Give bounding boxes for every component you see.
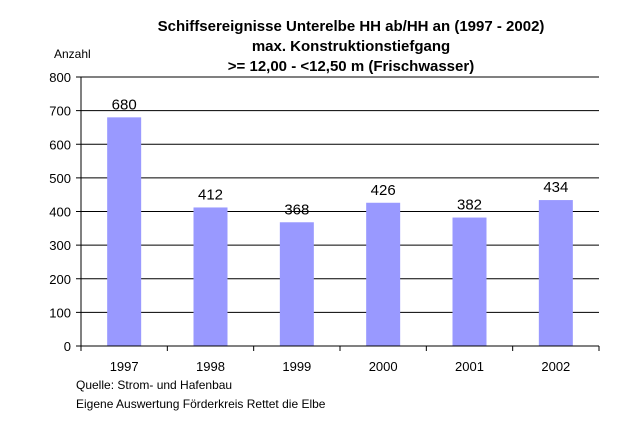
x-tick-label-2000: 2000 — [369, 359, 398, 374]
data-label-1998: 412 — [198, 186, 223, 203]
source-line-2: Eigene Auswertung Förderkreis Rettet die… — [76, 397, 326, 411]
source-note: Quelle: Strom- und Hafenbau Eigene Auswe… — [76, 378, 326, 411]
chart-title-line-3: >= 12,00 - <12,50 m (Frischwasser) — [228, 58, 474, 75]
x-tick-label-1998: 1998 — [196, 359, 225, 374]
bar-1999 — [279, 222, 314, 346]
y-tick-label: 0 — [64, 339, 71, 354]
y-tick-label: 300 — [49, 238, 71, 253]
y-tick-label: 400 — [49, 205, 71, 220]
data-label-2001: 382 — [457, 197, 482, 214]
bar-2000 — [366, 202, 401, 346]
x-tick-label-1999: 1999 — [282, 359, 311, 374]
gridlines — [81, 76, 599, 313]
x-tick-label-2002: 2002 — [541, 359, 570, 374]
data-label-1999: 368 — [284, 201, 309, 218]
x-tick-label-1997: 1997 — [110, 359, 139, 374]
y-tick-label: 600 — [49, 137, 71, 152]
x-tick-label-2001: 2001 — [455, 359, 484, 374]
y-tick-label: 700 — [49, 104, 71, 119]
bar-2001 — [452, 217, 487, 346]
chart-title-line-2: max. Konstruktionstiefgang — [252, 38, 450, 55]
data-labels: 680 412 368 426 382 434 — [112, 96, 569, 218]
data-label-2002: 434 — [543, 179, 568, 196]
bars — [107, 117, 573, 346]
data-label-1997: 680 — [112, 96, 137, 113]
source-line-1: Quelle: Strom- und Hafenbau — [76, 378, 232, 392]
bar-2002 — [538, 200, 573, 346]
y-axis-label: Anzahl — [54, 47, 91, 61]
axes — [80, 77, 600, 351]
bar-1998 — [193, 207, 228, 346]
x-axis-labels: 1997 1998 1999 2000 2001 2002 — [110, 359, 571, 374]
chart-title: Schiffsereignisse Unterelbe HH ab/HH an … — [158, 18, 545, 75]
y-tick-label: 500 — [49, 171, 71, 186]
y-tick-label: 800 — [49, 70, 71, 85]
data-label-2000: 426 — [371, 182, 396, 199]
y-tick-label: 200 — [49, 272, 71, 287]
bar-1997 — [107, 117, 142, 346]
y-axis-ticks: 0 100 200 300 400 500 600 700 800 — [49, 70, 81, 354]
y-tick-label: 100 — [49, 305, 71, 320]
chart-title-line-1: Schiffsereignisse Unterelbe HH ab/HH an … — [158, 18, 545, 35]
